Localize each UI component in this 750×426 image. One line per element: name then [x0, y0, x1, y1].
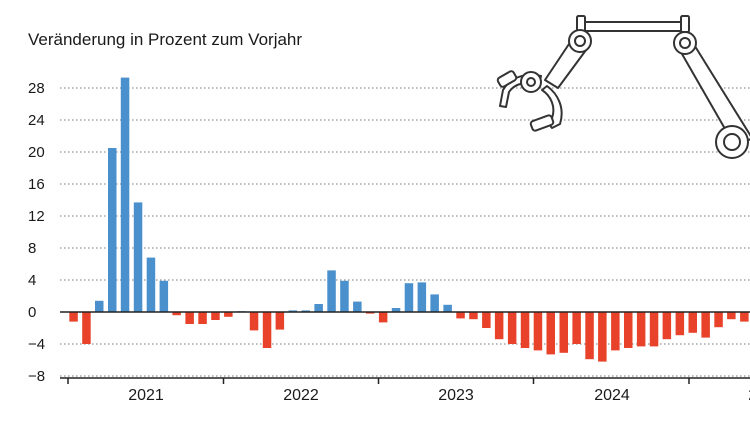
- y-tick-labels: −8 −4 0 4 8 12 16 20 24 28: [28, 80, 45, 385]
- bar: [159, 280, 169, 312]
- bar: [482, 312, 491, 328]
- x-tick-label: 2022: [283, 387, 319, 404]
- bar: [249, 312, 259, 331]
- x-tick-label: 2023: [438, 387, 474, 404]
- bar: [133, 202, 143, 312]
- x-tick-label: 2021: [128, 387, 164, 404]
- bar: [456, 312, 465, 319]
- bar: [417, 282, 427, 312]
- y-tick-label: 0: [28, 304, 36, 321]
- y-tick-label: 8: [28, 240, 36, 257]
- bar: [507, 312, 517, 344]
- x-tick-label: 2025: [748, 387, 750, 404]
- y-tick-label: −4: [28, 336, 45, 353]
- bar: [611, 312, 620, 351]
- y-tick-label: 16: [28, 176, 45, 193]
- bar: [146, 257, 156, 312]
- bar: [740, 312, 749, 322]
- bar: [353, 301, 362, 312]
- bar: [391, 308, 401, 312]
- bar: [533, 312, 543, 351]
- bar: [108, 148, 117, 312]
- y-tick-label: 28: [28, 80, 45, 97]
- bar: [262, 312, 272, 348]
- y-tick-label: 12: [28, 208, 45, 225]
- bar: [714, 312, 723, 328]
- y-tick-label: −8: [28, 368, 45, 385]
- grid: [60, 87, 750, 377]
- bar: [378, 312, 388, 323]
- bar: [688, 312, 697, 333]
- bar: [572, 312, 581, 344]
- bar: [365, 312, 375, 314]
- bar: [443, 304, 452, 312]
- bar: [224, 312, 233, 317]
- robot-arm-icon: [496, 15, 750, 159]
- bar: [120, 77, 130, 312]
- bar: [198, 312, 207, 324]
- bar: [598, 312, 607, 362]
- y-tick-label: 4: [28, 272, 36, 289]
- bar: [494, 312, 504, 340]
- bar: [95, 300, 104, 312]
- y-tick-label: 24: [28, 112, 45, 129]
- bar: [340, 280, 349, 312]
- bar: [636, 312, 646, 347]
- bar: [585, 312, 594, 360]
- bar: [675, 312, 685, 336]
- bar: [211, 312, 220, 320]
- bar: [301, 310, 310, 312]
- bar: [314, 304, 323, 312]
- bar: [430, 294, 439, 312]
- bar: [275, 312, 285, 330]
- bar: [82, 312, 91, 344]
- x-tick-label: 2024: [594, 387, 630, 404]
- bar: [624, 312, 633, 348]
- x-tick-labels: 2021 2022 2023 2024 2025: [128, 387, 750, 404]
- bar: [404, 283, 414, 312]
- x-axis: [60, 311, 750, 384]
- bar: [727, 312, 736, 320]
- y-tick-label: 20: [28, 144, 45, 161]
- bar: [327, 270, 336, 312]
- chart-title: Veränderung in Prozent zum Vorjahr: [28, 30, 303, 49]
- bar: [662, 312, 672, 340]
- bar: [469, 312, 478, 320]
- bar: [288, 310, 298, 312]
- bar: [559, 312, 568, 353]
- bar: [520, 312, 530, 348]
- bar: [185, 312, 194, 324]
- bar: [546, 312, 555, 355]
- bars: [69, 77, 749, 362]
- bar: [69, 312, 78, 322]
- bar: [701, 312, 710, 338]
- bar: [172, 312, 181, 316]
- bar: [649, 312, 659, 347]
